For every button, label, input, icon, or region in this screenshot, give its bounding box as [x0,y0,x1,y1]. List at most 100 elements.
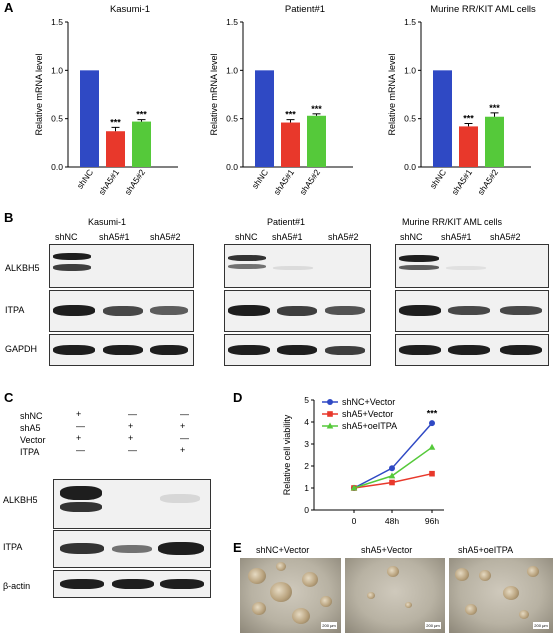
significance-mark: *** [427,409,438,419]
x-tick-label: shA5#2 [297,167,322,197]
lane-label: shNC [400,232,423,242]
data-point [428,443,436,450]
blot-gapdh-kasumi [49,334,194,366]
micrograph-sha5-oeitpa: 200 μm [449,558,553,633]
data-point [389,479,395,486]
panel-e-micrographs: shNC+Vector shA5+Vector shA5+oeITPA 200 … [236,541,554,636]
data-point [388,472,396,479]
panel-c-blots: shNC shA5 Vector ITPA + — — — + + + + — … [0,405,225,598]
condition-sign: — [128,409,137,419]
legend-label: shNC+Vector [342,397,395,407]
x-tick-label: shNC [428,167,448,190]
y-axis-label: Relative mRNA level [209,53,219,135]
scale-bar: 200 μm [533,622,549,629]
blot-gapdh-patient [224,334,371,366]
y-tick-label: 0.0 [404,162,416,172]
x-tick-label: 0 [352,516,357,526]
condition-sign: — [76,421,85,431]
bar [281,122,300,167]
y-tick-label: 0.5 [226,114,238,124]
bar [106,131,125,167]
y-tick-label: 0.0 [51,162,63,172]
bar-chart-patient: Patient#1 Relative mRNA level 0.0 0.5 1.0 1.5… [209,4,353,197]
lane-label: shA5#2 [490,232,521,242]
significance-mark: *** [489,103,500,113]
condition-sign: + [128,433,134,443]
cell-viability-chart: Relative cell viability 0 1 2 3 4 5 0 48h 96h shNC… [282,395,444,526]
data-point [389,465,395,472]
condition-sign: + [128,421,134,431]
micrograph-sha5-vector: 200 μm [345,558,445,633]
x-tick-label: shA5#2 [122,167,147,197]
blot-alkbh5-patient [224,244,371,288]
blot-itpa-patient [224,290,371,332]
bar-chart-murine: Murine RR/KIT AML cells Relative mRNA lev… [387,4,536,197]
bar [485,116,504,167]
condition-sign: + [76,433,82,443]
blot-row-label: ITPA [5,305,25,315]
y-tick-label: 1.0 [404,65,416,75]
condition-sign: + [180,421,186,431]
panel-d-line-chart: Relative cell viability 0 1 2 3 4 5 0 48h 96h shNC… [282,395,444,526]
data-point [429,470,435,477]
y-tick-label: 0 [304,505,309,515]
condition-sign: — [128,445,137,455]
micrograph-title: shA5+Vector [361,545,413,555]
blot-row-label: ALKBH5 [3,495,38,505]
blot-row-label: ALKBH5 [5,263,40,273]
chart-title: Patient#1 [285,4,325,15]
blot-row-label: GAPDH [5,344,38,354]
y-tick-label: 0.0 [226,162,238,172]
lane-label: shA5#1 [99,232,130,242]
y-axis-label: Relative mRNA level [387,53,397,135]
lane-label: shA5#2 [328,232,359,242]
y-axis-label: Relative mRNA level [34,53,44,135]
y-tick-label: 4 [304,417,309,427]
blot-group-title: Patient#1 [267,217,306,227]
micrograph-title: shNC+Vector [256,545,310,555]
bar-chart-kasumi: Kasumi-1 Relative mRNA level 0.0 0.5 1.0 1.5 s… [34,4,178,197]
x-tick-label: shNC [75,167,95,190]
significance-mark: *** [311,104,322,114]
blot-bactin-rescue [53,570,211,598]
panel-label-a: A [4,0,14,15]
legend-marker [327,411,333,417]
condition-sign: + [76,409,82,419]
significance-mark: *** [110,117,121,127]
x-tick-label: shA5#2 [475,167,500,197]
y-tick-label: 1.0 [226,65,238,75]
blot-group-title: Kasumi-1 [88,217,127,227]
condition-label: shA5 [20,423,41,433]
scale-bar: 200 μm [321,622,337,629]
panel-a-charts: Kasumi-1 Relative mRNA level 0.0 0.5 1.0 1.5 s… [34,4,536,197]
condition-sign: — [180,433,189,443]
condition-label: ITPA [20,447,40,457]
panel-label-e: E [233,540,242,555]
bar [132,121,151,167]
panel-label-c: C [4,390,14,405]
bar [255,70,274,167]
lane-label: shA5#1 [272,232,303,242]
blot-row-label: ITPA [3,542,23,552]
y-tick-label: 2 [304,461,309,471]
y-tick-label: 3 [304,439,309,449]
y-tick-label: 0.5 [404,114,416,124]
x-tick-label: shA5#1 [96,167,121,197]
significance-mark: *** [136,110,147,120]
blot-itpa-rescue [53,530,211,568]
bar [307,115,326,167]
condition-sign: — [180,409,189,419]
blot-gapdh-murine [395,334,549,366]
x-tick-label: shA5#1 [271,167,296,197]
condition-sign: — [76,445,85,455]
blot-itpa-murine [395,290,549,332]
micrograph-title: shA5+oeITPA [458,545,514,555]
blot-alkbh5-murine [395,244,549,288]
blot-row-label: β-actin [3,581,31,591]
x-tick-label: 96h [425,516,439,526]
scale-bar: 200 μm [425,622,441,629]
y-tick-label: 0.5 [51,114,63,124]
x-tick-label: shNC [250,167,270,190]
condition-sign: + [180,445,186,455]
bar [459,126,478,167]
